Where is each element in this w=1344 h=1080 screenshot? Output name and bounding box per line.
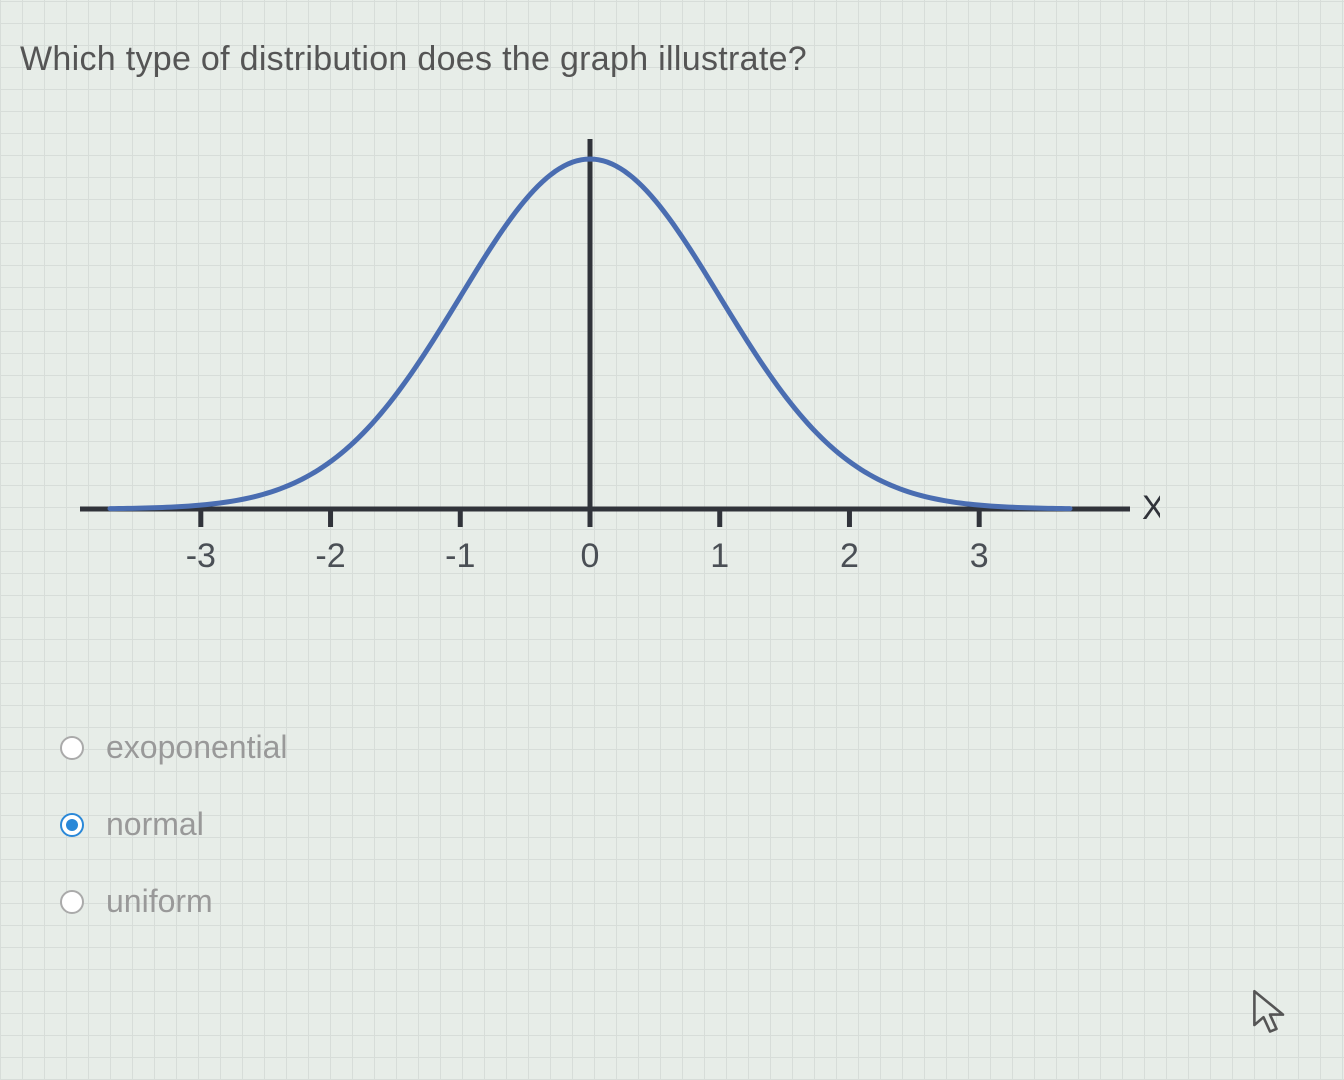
question-text: Which type of distribution does the grap… <box>20 40 1324 79</box>
radio-icon[interactable] <box>60 890 84 914</box>
svg-text:2: 2 <box>840 537 859 575</box>
chart-svg: X -3 -2 -1 0 1 2 3 <box>60 119 1160 639</box>
svg-text:1: 1 <box>710 537 729 575</box>
svg-text:-1: -1 <box>445 537 475 575</box>
svg-text:X: X <box>1142 489 1160 527</box>
svg-text:3: 3 <box>970 537 989 575</box>
distribution-chart: X -3 -2 -1 0 1 2 3 <box>60 119 1160 639</box>
option-normal[interactable]: normal <box>60 806 1324 843</box>
svg-text:-2: -2 <box>315 537 345 575</box>
content-region: Which type of distribution does the grap… <box>0 0 1344 980</box>
option-label: exoponential <box>106 729 287 766</box>
radio-icon[interactable] <box>60 736 84 760</box>
svg-text:0: 0 <box>581 537 600 575</box>
cursor-icon <box>1252 989 1288 1036</box>
svg-text:-3: -3 <box>186 537 216 575</box>
option-exponential[interactable]: exoponential <box>60 729 1324 766</box>
option-uniform[interactable]: uniform <box>60 883 1324 920</box>
answer-options: exoponential normal uniform <box>60 729 1324 920</box>
option-label: uniform <box>106 883 213 920</box>
option-label: normal <box>106 806 204 843</box>
radio-icon[interactable] <box>60 813 84 837</box>
